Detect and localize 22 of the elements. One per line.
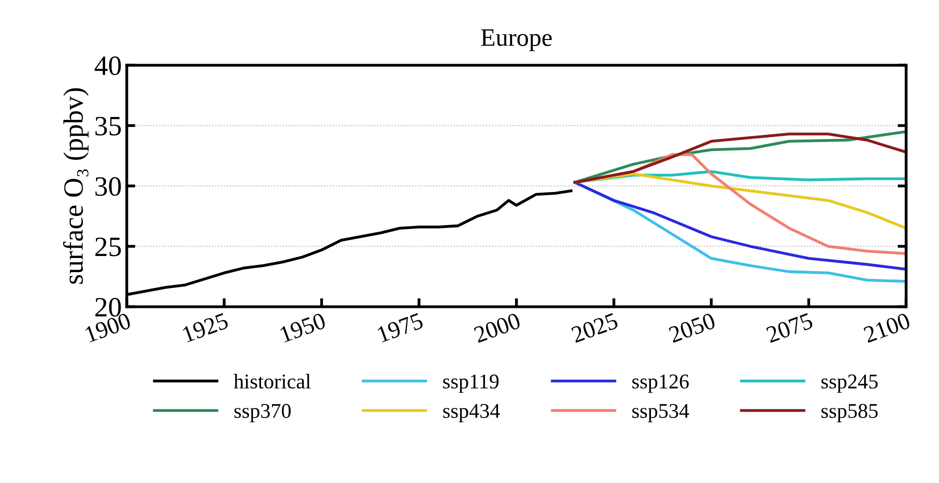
- y-tick-label: 30: [95, 177, 121, 196]
- legend-label: ssp245: [821, 374, 878, 393]
- y-tick-label: 40: [94, 56, 121, 76]
- x-tick-label: 2050: [668, 312, 716, 343]
- x-tick-label: 2075: [766, 312, 814, 343]
- x-tick-label: 2100: [862, 312, 911, 343]
- x-tick-label: 2000: [473, 312, 522, 343]
- legend-label: ssp370: [234, 404, 291, 422]
- legend-label: ssp119: [443, 374, 499, 393]
- legend-label: ssp434: [443, 404, 500, 422]
- legend-label: historical: [234, 374, 311, 389]
- chart-title: Europe: [481, 29, 552, 52]
- x-tick-label: 1950: [279, 312, 326, 343]
- legend-label: ssp126: [632, 374, 689, 393]
- x-tick-label: 2025: [570, 312, 619, 343]
- y-axis-title: surface O₃ (ppbv): [63, 88, 89, 284]
- x-tick-label: 1925: [182, 312, 230, 343]
- legend-label: ssp534: [632, 404, 690, 422]
- x-tick-label: 1975: [376, 312, 424, 343]
- y-tick-label: 25: [95, 238, 121, 256]
- legend-label: ssp585: [821, 404, 878, 422]
- y-tick-label: 35: [95, 116, 121, 136]
